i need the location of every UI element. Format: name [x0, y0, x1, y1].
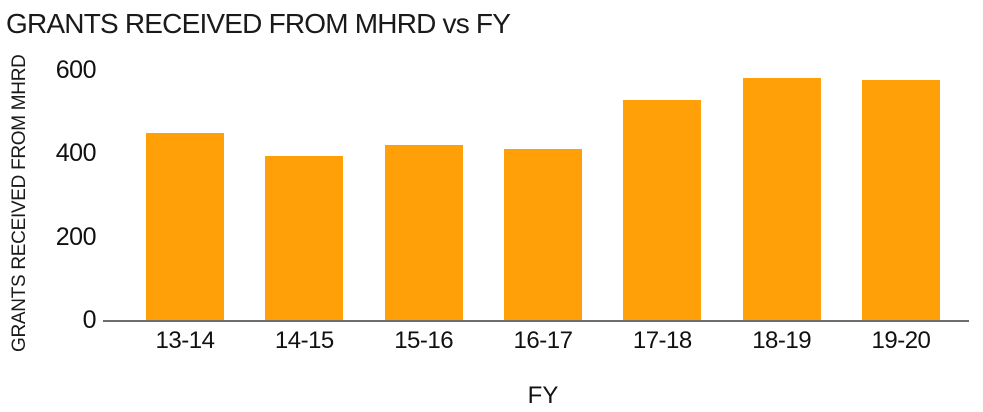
- bar-19-20[interactable]: [861, 80, 940, 320]
- bar-15-16[interactable]: [384, 145, 463, 320]
- x-tick-label: 19-20: [871, 327, 931, 354]
- x-tick-label: 17-18: [632, 327, 692, 354]
- bar-14-15[interactable]: [265, 156, 344, 320]
- x-tick-label: 14-15: [274, 327, 334, 354]
- x-tick-label: 15-16: [394, 327, 454, 354]
- x-tick-label: 18-19: [752, 327, 812, 354]
- bar-13-14[interactable]: [146, 133, 224, 320]
- y-tick-label: 200: [55, 222, 97, 251]
- bar-18-19[interactable]: [742, 78, 821, 320]
- chart-title: GRANTS RECEIVED FROM MHRD vs FY: [6, 8, 511, 39]
- x-tick-label: 13-14: [155, 327, 215, 354]
- y-tick-label: 600: [55, 56, 97, 84]
- x-axis-title: FY: [527, 382, 559, 409]
- plot-area: [103, 70, 969, 322]
- y-tick-label: 400: [55, 139, 97, 168]
- bar-16-17[interactable]: [503, 149, 582, 320]
- bar-17-18[interactable]: [623, 100, 702, 320]
- y-tick-label: 0: [82, 306, 97, 334]
- x-tick-label: 16-17: [513, 327, 573, 354]
